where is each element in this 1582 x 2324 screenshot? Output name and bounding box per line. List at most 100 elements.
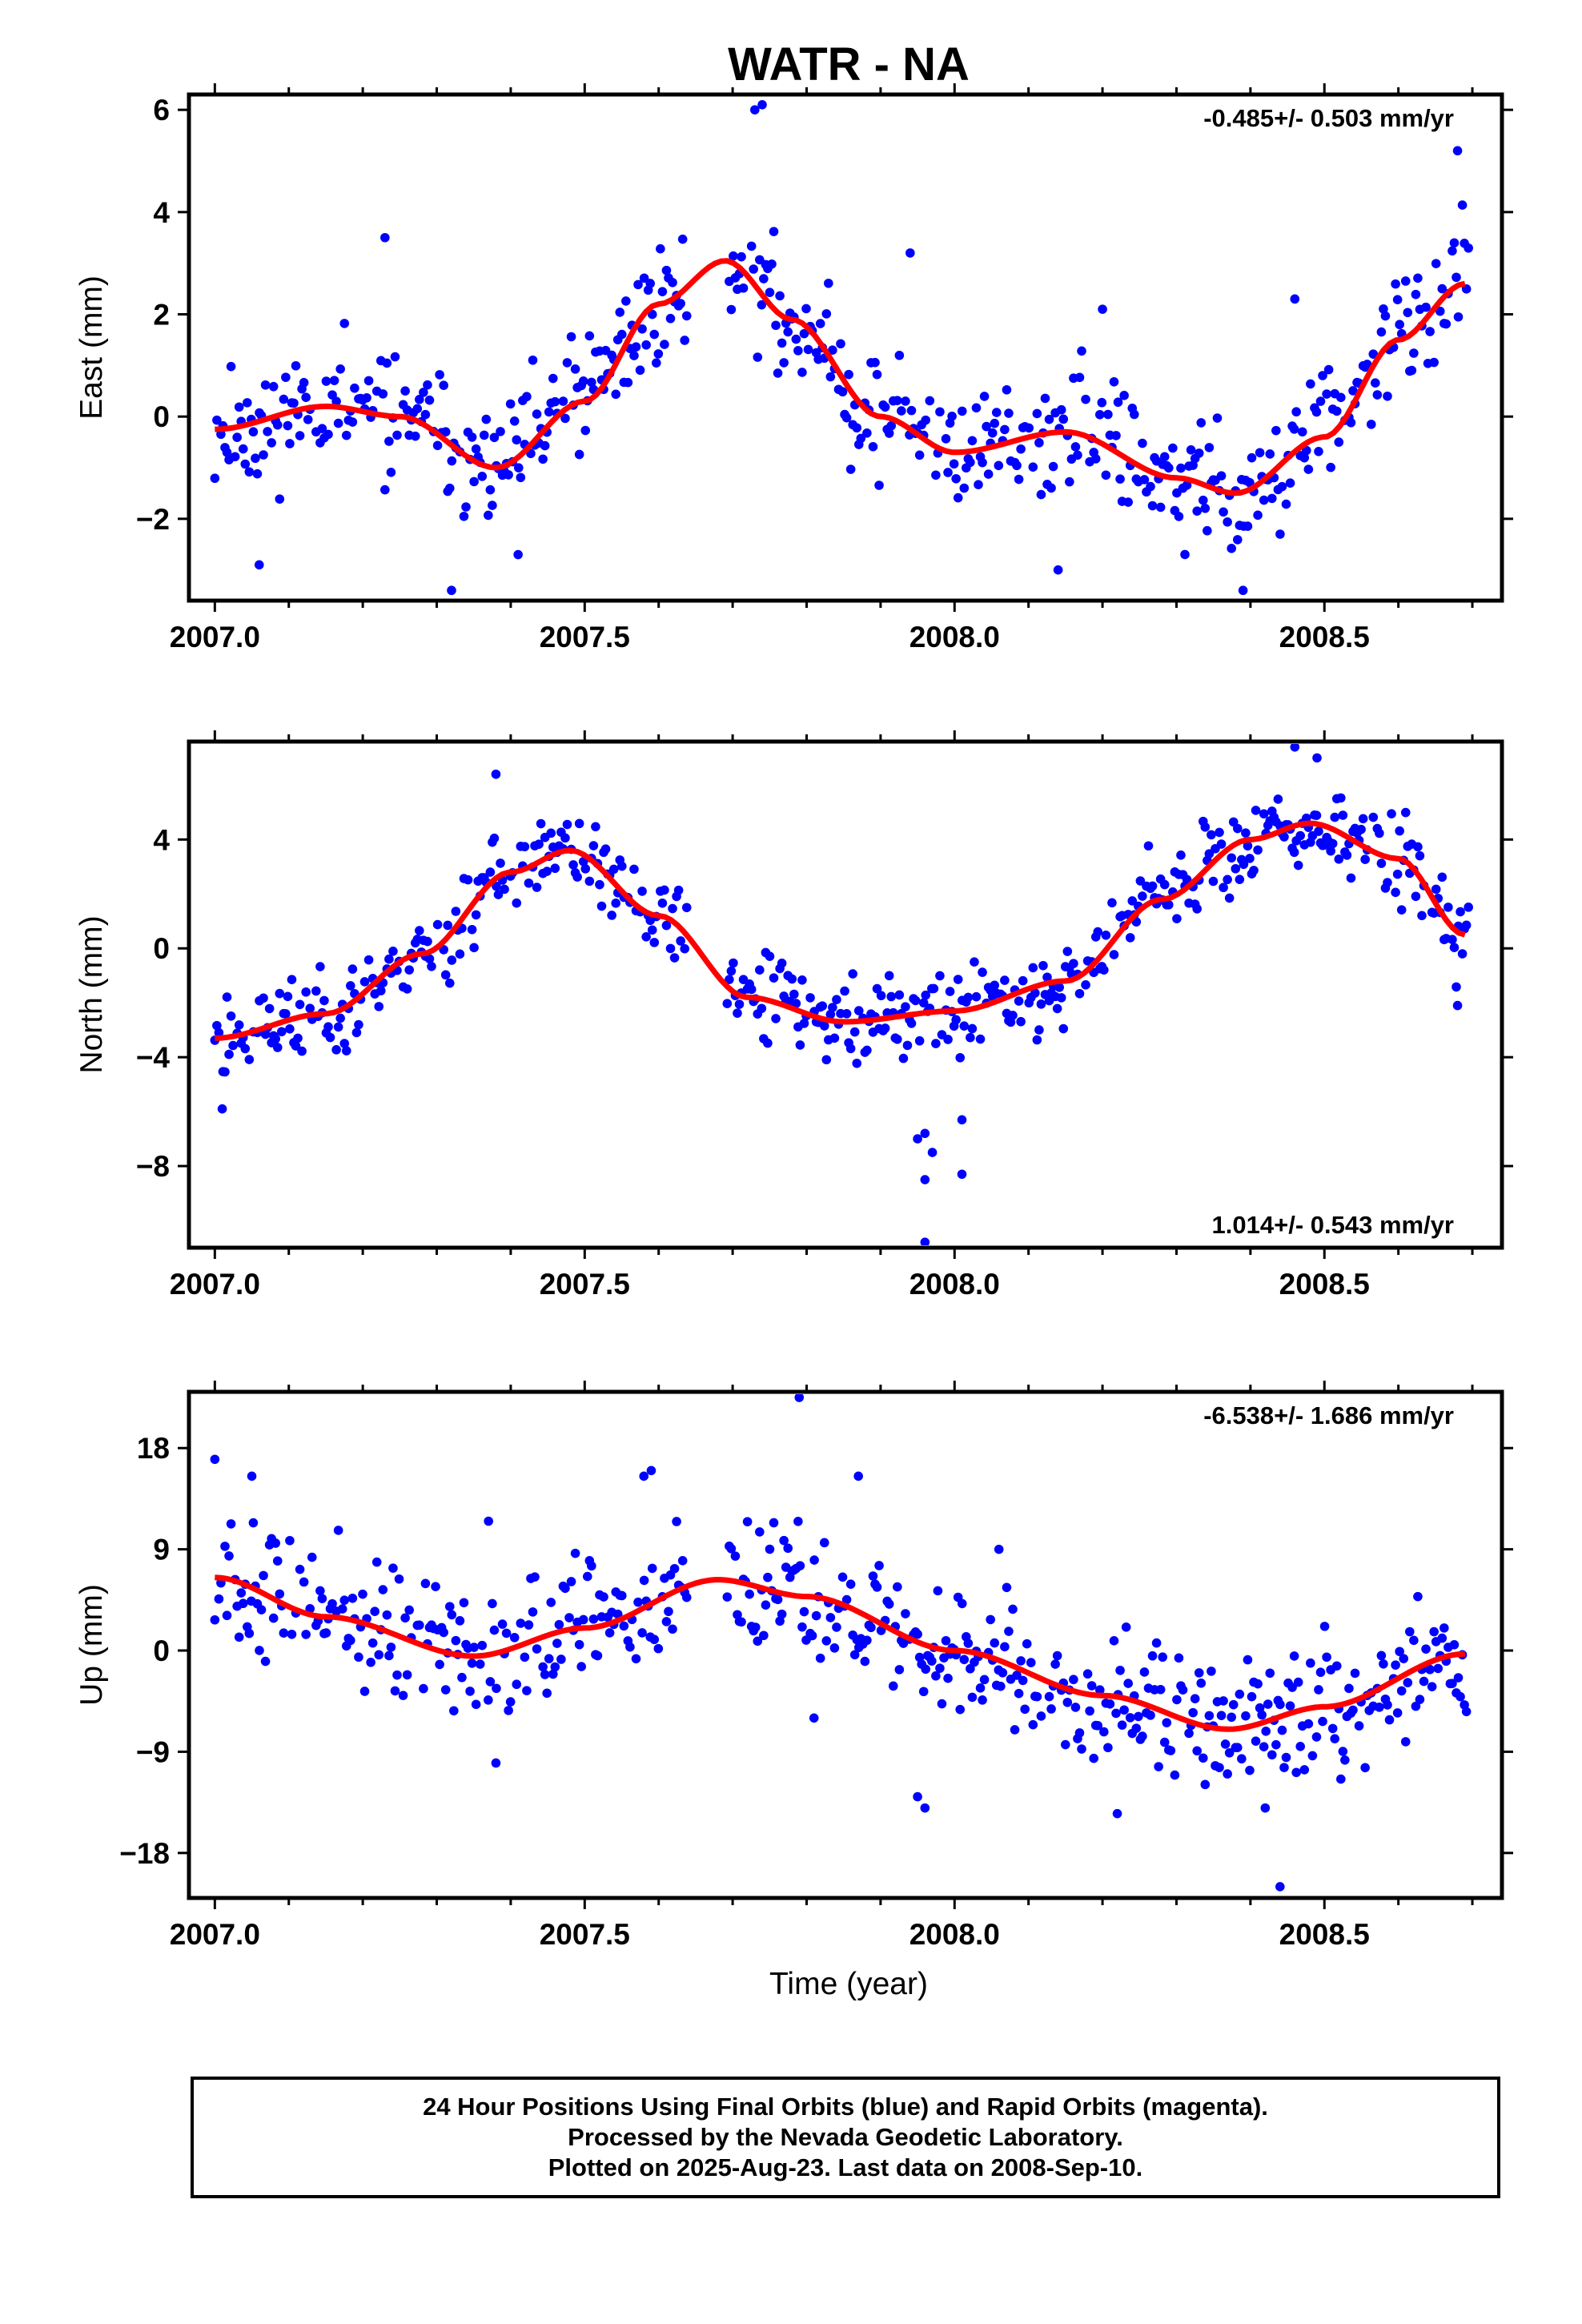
data-point <box>419 388 428 397</box>
outlier-point <box>957 1169 967 1180</box>
data-point <box>285 1024 295 1034</box>
data-point <box>285 1535 295 1546</box>
data-point <box>467 432 477 442</box>
data-point <box>1034 438 1044 448</box>
data-point <box>424 395 435 405</box>
data-point <box>447 955 457 965</box>
data-point <box>582 1571 592 1582</box>
data-point <box>501 1628 512 1638</box>
data-point <box>279 1628 289 1638</box>
data-point <box>1139 1667 1150 1677</box>
data-point <box>657 899 668 908</box>
data-point <box>1159 452 1170 462</box>
plot-frame <box>187 92 1504 603</box>
data-point <box>297 1046 307 1056</box>
data-point <box>1243 521 1253 531</box>
data-point <box>1227 1712 1237 1723</box>
rate-annotation: 1.014+/- 0.543 mm/yr <box>1212 1211 1454 1239</box>
footer-line-1: 24 Hour Positions Using Final Orbits (bl… <box>423 2093 1268 2121</box>
data-point <box>384 436 394 446</box>
data-point <box>783 327 793 337</box>
data-point <box>1383 1700 1392 1710</box>
data-point <box>1375 1703 1384 1712</box>
data-point <box>1372 390 1383 400</box>
data-point <box>333 1526 343 1535</box>
data-point <box>1425 327 1435 336</box>
data-point <box>959 1655 970 1665</box>
data-point <box>677 1556 688 1566</box>
data-point <box>1289 424 1299 434</box>
data-point <box>435 370 444 380</box>
data-point <box>415 1620 424 1630</box>
data-point <box>791 334 801 344</box>
data-point <box>1223 875 1232 885</box>
data-point <box>1090 454 1101 464</box>
data-point <box>805 993 815 1003</box>
data-point <box>404 1605 414 1615</box>
outlier-point <box>1053 565 1063 575</box>
data-point <box>1115 1666 1125 1675</box>
data-point <box>737 251 746 262</box>
data-point <box>1441 319 1452 329</box>
data-point <box>477 472 488 481</box>
data-point <box>1396 905 1407 915</box>
data-point <box>730 1551 741 1561</box>
data-point <box>943 1673 953 1683</box>
data-point <box>293 1033 303 1043</box>
data-point <box>971 991 982 1002</box>
data-point <box>935 971 945 981</box>
data-point <box>1243 1655 1253 1665</box>
data-point <box>222 448 232 457</box>
y-tick-label: 4 <box>153 823 170 856</box>
data-point <box>1058 1023 1069 1034</box>
data-point <box>769 1518 779 1528</box>
data-point <box>1391 887 1400 898</box>
data-point <box>1058 414 1069 424</box>
outlier-point <box>1290 294 1300 304</box>
data-point <box>587 377 596 388</box>
data-point <box>1014 474 1024 485</box>
data-point <box>1464 903 1473 912</box>
data-point <box>840 986 849 996</box>
data-point <box>975 1034 986 1044</box>
data-point <box>616 861 627 871</box>
data-point <box>841 1594 852 1605</box>
data-point <box>616 1590 627 1601</box>
data-point <box>1030 988 1040 998</box>
data-point <box>649 1634 660 1645</box>
data-point <box>629 864 639 875</box>
data-point <box>1346 873 1356 883</box>
data-point <box>1227 853 1237 863</box>
outlier-point <box>757 99 767 110</box>
data-point <box>1174 512 1184 521</box>
data-point <box>402 984 412 994</box>
outlier-point <box>1260 1803 1271 1813</box>
data-point <box>329 376 339 385</box>
data-point <box>1331 406 1342 416</box>
data-point <box>333 418 343 428</box>
data-point <box>1138 438 1147 448</box>
data-point <box>1334 437 1344 447</box>
outlier-point <box>905 248 915 258</box>
data-point <box>1123 1679 1133 1688</box>
outlier-point <box>1238 585 1248 596</box>
data-point <box>562 358 572 368</box>
data-point <box>1306 1658 1315 1668</box>
data-point <box>974 480 983 489</box>
data-point <box>918 1687 929 1697</box>
data-point <box>384 1651 394 1661</box>
data-point <box>550 1662 560 1672</box>
data-point <box>641 340 651 350</box>
data-point <box>234 1020 244 1030</box>
data-point <box>1322 1652 1331 1663</box>
data-point <box>214 1027 224 1038</box>
data-point <box>1253 845 1263 855</box>
data-point <box>1012 460 1022 471</box>
data-point <box>584 331 595 341</box>
data-point <box>668 903 677 914</box>
data-point <box>959 1021 970 1031</box>
data-point <box>990 418 1000 428</box>
data-point <box>504 1706 513 1715</box>
data-point <box>888 1681 898 1691</box>
outlier-point <box>920 1803 930 1813</box>
